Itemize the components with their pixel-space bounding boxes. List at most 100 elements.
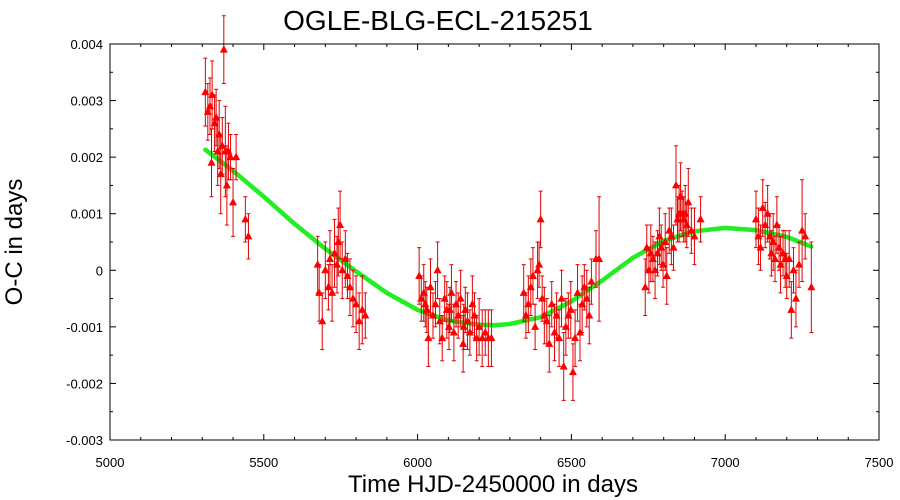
data-point [791, 269, 800, 328]
triangle-marker [801, 231, 810, 240]
data-point [573, 264, 582, 322]
triangle-marker [475, 322, 484, 330]
triangle-marker [358, 305, 367, 313]
triangle-marker [431, 299, 440, 308]
triangle-marker [440, 294, 449, 302]
triangle-marker [571, 333, 580, 342]
triangle-marker [433, 265, 442, 274]
data-point [218, 117, 227, 175]
data-point [531, 303, 540, 350]
triangle-marker [426, 282, 435, 291]
y-tick-label: 0.002 [70, 150, 103, 165]
data-point [440, 275, 449, 322]
triangle-marker [321, 265, 330, 274]
data-point [671, 145, 680, 226]
triangle-marker [415, 271, 424, 279]
triangle-marker [334, 237, 343, 245]
triangle-marker [478, 333, 487, 342]
triangle-marker [659, 260, 668, 268]
triangle-marker [207, 158, 216, 166]
triangle-marker [684, 197, 693, 206]
triangle-marker [447, 288, 456, 296]
data-point [433, 241, 442, 300]
data-point [229, 167, 238, 237]
triangle-marker [587, 277, 596, 285]
data-point [318, 292, 327, 350]
triangle-marker [687, 226, 696, 234]
data-point [684, 167, 693, 237]
triangle-marker [661, 237, 670, 245]
data-point [345, 258, 354, 317]
triangle-marker [232, 152, 241, 161]
triangle-marker [595, 254, 604, 262]
data-point [431, 281, 440, 328]
y-tick-label: 0.001 [70, 207, 103, 222]
data-point [219, 15, 228, 85]
x-tick-label: 6000 [403, 455, 432, 470]
triangle-marker [669, 243, 678, 251]
triangle-marker [226, 152, 235, 161]
data-point [438, 315, 447, 362]
data-point [690, 207, 699, 266]
data-point [487, 309, 496, 367]
triangle-marker [791, 294, 800, 302]
y-tick-label: 0 [96, 263, 103, 278]
data-point [355, 292, 364, 350]
triangle-marker [318, 316, 327, 325]
triangle-marker [324, 282, 333, 291]
triangle-marker [531, 322, 540, 330]
triangle-marker [807, 282, 816, 291]
triangle-marker [696, 214, 705, 223]
data-point [571, 309, 580, 367]
triangle-marker [671, 180, 680, 189]
triangle-marker [535, 260, 544, 268]
x-tick-label: 7500 [865, 455, 894, 470]
data-point [801, 213, 810, 260]
triangle-marker [438, 333, 447, 342]
data-point [226, 134, 235, 181]
triangle-marker [328, 288, 337, 296]
data-point [445, 286, 454, 334]
triangle-marker [559, 361, 568, 370]
data-point [475, 298, 484, 356]
triangle-marker [756, 243, 765, 251]
data-point [244, 213, 253, 260]
data-point [424, 309, 433, 367]
triangle-marker [241, 214, 250, 223]
triangle-marker [771, 254, 780, 262]
data-point [207, 128, 216, 198]
triangle-marker [519, 288, 528, 296]
triangle-marker [795, 260, 804, 268]
triangle-marker [459, 339, 468, 347]
triangle-marker [550, 328, 559, 336]
data-point [557, 269, 566, 328]
data-point [545, 315, 554, 373]
x-tick-label: 5500 [249, 455, 278, 470]
triangle-marker [573, 288, 582, 296]
data-point [559, 332, 568, 401]
data-point [807, 241, 816, 334]
data-point [328, 264, 337, 322]
triangle-marker [576, 328, 585, 336]
x-tick-label: 5000 [96, 455, 125, 470]
triangle-marker [313, 260, 322, 268]
data-point [325, 230, 334, 288]
data-point [338, 241, 347, 300]
data-point [533, 241, 542, 300]
data-point [662, 247, 671, 305]
data-point [456, 269, 465, 328]
triangle-marker [325, 254, 334, 262]
triangle-marker [538, 294, 547, 302]
data-point [696, 196, 705, 243]
data-point [241, 196, 250, 243]
triangle-marker [218, 141, 227, 149]
triangle-marker [566, 305, 575, 313]
y-tick-label: -0.002 [66, 376, 103, 391]
triangle-marker [352, 299, 361, 308]
data-point [756, 224, 765, 271]
data-point [787, 281, 796, 339]
triangle-marker [662, 271, 671, 279]
triangle-marker [338, 265, 347, 274]
data-point [358, 275, 367, 345]
